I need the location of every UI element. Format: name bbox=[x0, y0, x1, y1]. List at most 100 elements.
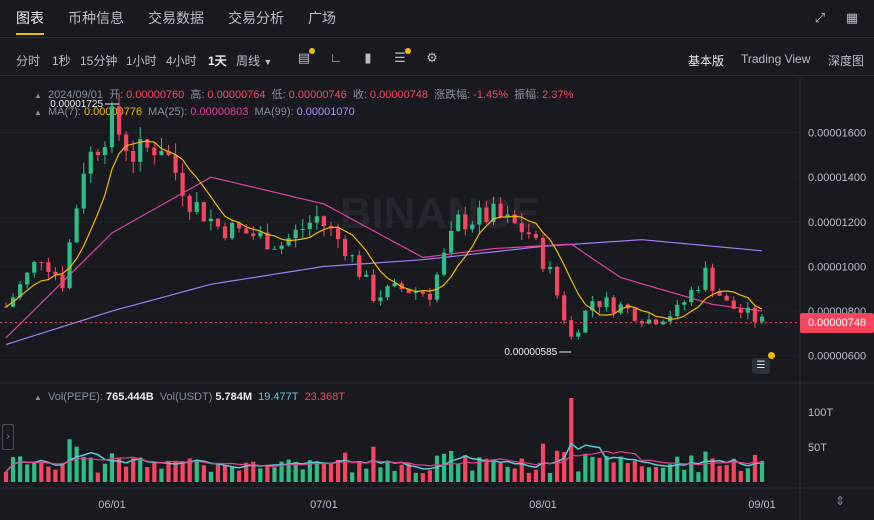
view-basic[interactable]: 基本版 bbox=[688, 54, 725, 68]
indicator-badge-dot bbox=[309, 48, 315, 54]
interval-1s[interactable]: 1秒 bbox=[52, 54, 71, 68]
volume-bar bbox=[703, 451, 708, 482]
chevron-up-icon[interactable]: ▲ bbox=[34, 393, 42, 402]
candle-body bbox=[696, 289, 701, 291]
volume-bar bbox=[152, 462, 157, 482]
price-axis-label: 0.00000600 bbox=[808, 351, 866, 363]
candle-body bbox=[505, 214, 510, 218]
candle-body bbox=[25, 272, 30, 285]
volume-bar bbox=[180, 461, 185, 482]
candle-body bbox=[392, 283, 397, 287]
volume-bar bbox=[258, 468, 263, 482]
close-value: 0.00000748 bbox=[369, 89, 429, 101]
volume-bar bbox=[731, 458, 736, 482]
candle-body bbox=[456, 214, 461, 231]
ma25-line bbox=[5, 176, 763, 339]
draw-icon[interactable]: ∟ bbox=[329, 50, 343, 65]
volume-bar bbox=[668, 464, 673, 482]
close-label: 收: bbox=[352, 89, 367, 101]
chevron-up-icon[interactable]: ▲ bbox=[34, 91, 42, 100]
candle-body bbox=[215, 218, 221, 227]
low-label: 低: bbox=[271, 89, 286, 101]
volume-bar bbox=[53, 469, 58, 482]
interval-1d[interactable]: 1天 bbox=[208, 54, 227, 68]
volume-bar bbox=[138, 457, 143, 482]
view-trading-view[interactable]: Trading View bbox=[741, 52, 811, 66]
candles bbox=[3, 93, 765, 340]
chevron-up-icon[interactable]: ▲ bbox=[34, 108, 42, 117]
volume-bar bbox=[364, 468, 369, 482]
candle-body bbox=[18, 284, 23, 298]
interval-timeline[interactable]: 分时 bbox=[16, 54, 41, 68]
view-depth[interactable]: 深度图 bbox=[828, 54, 865, 68]
volume-bar bbox=[3, 471, 9, 482]
volume-bar bbox=[201, 465, 206, 482]
volume-bar bbox=[618, 456, 623, 482]
volume-bar bbox=[371, 446, 376, 482]
volume-bar bbox=[399, 464, 404, 482]
date-axis-label: 07/01 bbox=[310, 499, 338, 511]
candle-body bbox=[547, 266, 553, 270]
candle-body bbox=[660, 321, 666, 325]
vol-info-row: ▲ Vol(PEPE): 765.444B Vol(USDT) 5.784M 19.… bbox=[34, 391, 348, 403]
note-icon[interactable]: ☰ bbox=[752, 358, 770, 374]
tab-square[interactable]: 广场 bbox=[308, 10, 336, 26]
volume-bar bbox=[639, 466, 644, 482]
ohlc-date: 2024/09/01 bbox=[47, 89, 104, 101]
interval-15m[interactable]: 15分钟 bbox=[80, 54, 118, 68]
candle-body bbox=[710, 267, 715, 291]
volume-bar bbox=[590, 456, 595, 482]
candle-body bbox=[611, 297, 616, 313]
amp-value: 2.37% bbox=[542, 89, 574, 101]
volume-bar bbox=[173, 461, 178, 482]
gear-icon[interactable]: ⚙ bbox=[426, 50, 438, 65]
settings-badge-dot bbox=[405, 48, 411, 54]
candle-type-icon[interactable]: ▮ bbox=[364, 50, 372, 65]
candle-body bbox=[576, 332, 581, 337]
interval-weekly-dropdown[interactable]: 周线 ▼ bbox=[236, 52, 272, 69]
candle-body bbox=[53, 271, 58, 275]
grid-icon[interactable]: ▦ bbox=[845, 10, 859, 25]
ma99-line bbox=[5, 239, 763, 346]
volume-axis-label: 100T bbox=[808, 407, 833, 419]
volume-bar bbox=[131, 458, 136, 482]
volume-bar bbox=[314, 461, 319, 482]
candle-body bbox=[675, 304, 680, 317]
candle-body bbox=[265, 232, 270, 250]
interval-1h[interactable]: 1小时 bbox=[126, 54, 157, 68]
indicator-icon[interactable]: ▤ bbox=[297, 50, 311, 65]
low-value: 0.00000746 bbox=[288, 89, 347, 101]
volume-bar bbox=[745, 468, 750, 482]
candle-body bbox=[618, 304, 623, 313]
price-axis-label: 0.00001400 bbox=[808, 172, 866, 184]
volume-bar bbox=[710, 458, 715, 482]
candle-body bbox=[703, 267, 708, 290]
depth-settings-icon[interactable]: ☰ bbox=[394, 50, 406, 65]
tab-trade-data[interactable]: 交易数据 bbox=[148, 10, 204, 26]
volume-bar bbox=[526, 472, 531, 482]
volume-bar bbox=[611, 462, 616, 482]
ma7-line bbox=[5, 140, 763, 320]
candle-body bbox=[208, 218, 213, 222]
candle-body bbox=[46, 262, 51, 272]
last-price-tag: 0.00000748 bbox=[800, 312, 874, 333]
candle-body bbox=[604, 297, 609, 308]
volume-bar bbox=[385, 461, 390, 482]
volume-bar bbox=[328, 463, 334, 482]
volume-bar bbox=[335, 459, 341, 482]
expand-panel-button[interactable]: › bbox=[2, 424, 14, 450]
expand-icon[interactable]: ⤢ bbox=[814, 10, 826, 25]
tab-trade-analysis[interactable]: 交易分析 bbox=[228, 10, 284, 26]
candle-body bbox=[420, 291, 425, 294]
tab-coin-info[interactable]: 币种信息 bbox=[68, 10, 124, 26]
volume-bar bbox=[484, 458, 489, 482]
candle-body bbox=[555, 266, 560, 296]
candle-body bbox=[724, 295, 729, 301]
tab-chart[interactable]: 图表 bbox=[16, 10, 44, 26]
price-chart[interactable]: BINANCE 0.000016000.000014000.000012000.… bbox=[0, 78, 874, 520]
candle-body bbox=[590, 301, 595, 311]
axis-scale-toggle-icon[interactable]: ⇕ bbox=[834, 494, 846, 508]
interval-4h[interactable]: 4小时 bbox=[166, 54, 197, 68]
ma99-value: 0.00001070 bbox=[296, 106, 355, 118]
low-price-label: 0.00000585 bbox=[504, 347, 557, 358]
